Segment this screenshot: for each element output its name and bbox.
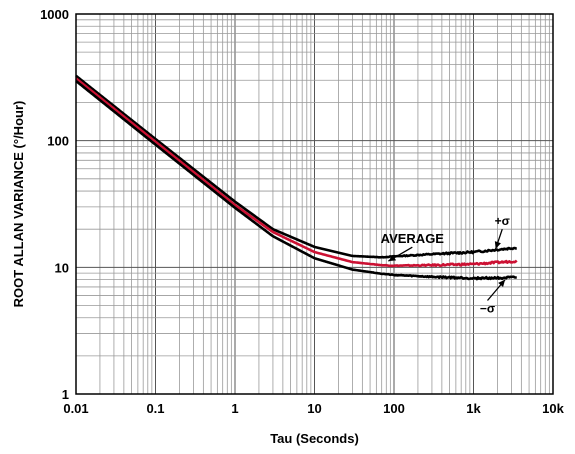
x-axis-title: Tau (Seconds) (270, 431, 359, 446)
y-tick-labels: 1 10 100 1000 (40, 7, 69, 402)
series-line (75, 77, 518, 268)
x-tick-label: 10k (542, 401, 564, 416)
annotation-label: AVERAGE (381, 231, 445, 246)
y-tick-label: 1 (62, 387, 69, 402)
x-tick-label: 100 (383, 401, 405, 416)
series-line (75, 74, 517, 259)
x-tick-label: 1 (231, 401, 238, 416)
annotation-label: −σ (480, 301, 495, 315)
y-axis-title: ROOT ALLAN VARIANCE (°/Hour) (11, 101, 26, 308)
series-line (75, 79, 517, 281)
y-tick-label: 1000 (40, 7, 69, 22)
grid (76, 14, 553, 394)
annotation-arrowhead (498, 279, 506, 288)
x-tick-label: 0.1 (146, 401, 164, 416)
y-tick-label: 100 (47, 134, 69, 149)
annotation-arrowhead (388, 254, 397, 262)
annotation-label: +σ (495, 214, 510, 228)
x-tick-label: 0.01 (63, 401, 88, 416)
annotations-group: AVERAGE +σ −σ (381, 214, 510, 315)
plot-frame (75, 13, 554, 395)
x-tick-label: 10 (307, 401, 321, 416)
x-tick-label: 1k (466, 401, 481, 416)
annotation-arrowhead (494, 241, 501, 249)
x-tick-labels: 0.01 0.1 1 10 100 1k 10k (63, 401, 564, 416)
series-group (75, 74, 518, 281)
y-tick-label: 10 (55, 260, 69, 275)
